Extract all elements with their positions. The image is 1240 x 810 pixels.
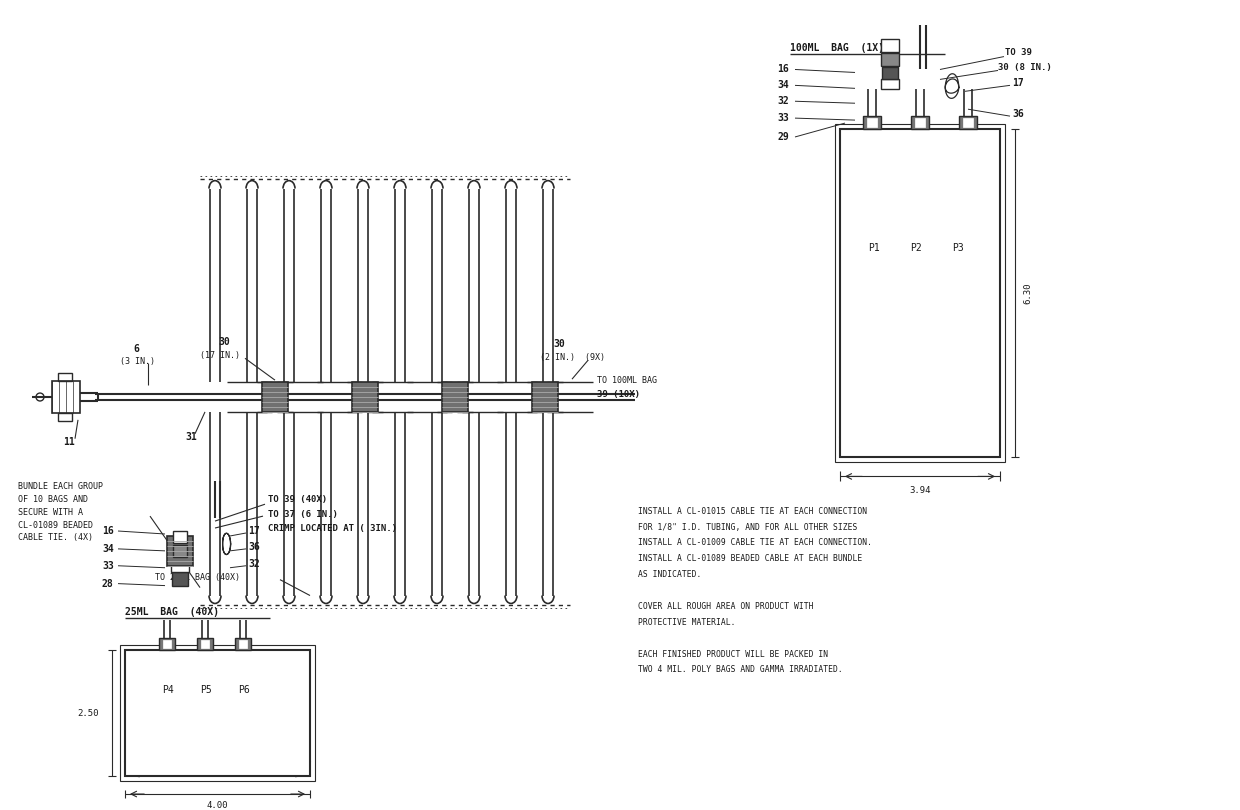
- Text: P1: P1: [868, 243, 879, 254]
- Text: 30 (8 IN.): 30 (8 IN.): [998, 63, 1052, 72]
- Bar: [441, 382, 467, 412]
- Text: 4.00: 4.00: [206, 801, 228, 810]
- Text: (17 IN.): (17 IN.): [200, 351, 241, 360]
- Text: 34: 34: [102, 544, 114, 554]
- Text: FOR 1/8" I.D. TUBING, AND FOR ALL OTHER SIZES: FOR 1/8" I.D. TUBING, AND FOR ALL OTHER …: [639, 522, 857, 531]
- Bar: [352, 382, 378, 412]
- Bar: [835, 124, 1004, 462]
- Text: OF 10 BAGS AND: OF 10 BAGS AND: [19, 495, 88, 504]
- Text: 11: 11: [63, 437, 74, 446]
- Text: (3 IN.): (3 IN.): [120, 356, 155, 366]
- Bar: [880, 79, 899, 89]
- Text: 31: 31: [185, 432, 197, 441]
- Text: EACH FINISHED PRODUCT WILL BE PACKED IN: EACH FINISHED PRODUCT WILL BE PACKED IN: [639, 650, 828, 659]
- Bar: [197, 638, 213, 650]
- Bar: [880, 39, 899, 52]
- Text: 36: 36: [248, 542, 259, 552]
- Text: P5: P5: [200, 684, 212, 695]
- Text: 28: 28: [102, 578, 114, 589]
- Bar: [239, 640, 247, 648]
- Text: P2: P2: [910, 243, 921, 254]
- Text: 34: 34: [777, 80, 789, 91]
- Bar: [839, 129, 999, 457]
- Circle shape: [36, 393, 43, 401]
- Text: 17: 17: [248, 526, 259, 536]
- Bar: [125, 650, 310, 776]
- Text: 30: 30: [553, 339, 564, 349]
- Bar: [867, 118, 877, 127]
- Bar: [58, 413, 72, 421]
- Text: 3.94: 3.94: [909, 486, 931, 495]
- Bar: [162, 640, 171, 648]
- Text: 32: 32: [248, 559, 259, 569]
- Bar: [882, 66, 898, 79]
- Text: PROTECTIVE MATERIAL.: PROTECTIVE MATERIAL.: [639, 618, 735, 627]
- Text: CL-01089 BEADED: CL-01089 BEADED: [19, 521, 93, 530]
- Text: P4: P4: [162, 684, 174, 695]
- Bar: [236, 638, 250, 650]
- Text: 36: 36: [1012, 109, 1024, 119]
- Bar: [880, 53, 899, 66]
- Bar: [172, 572, 188, 586]
- Bar: [863, 116, 880, 129]
- Text: INSTALL A CL-01009 CABLE TIE AT EACH CONNECTION.: INSTALL A CL-01009 CABLE TIE AT EACH CON…: [639, 539, 872, 548]
- Bar: [963, 118, 973, 127]
- Bar: [911, 116, 929, 129]
- Text: CABLE TIE. (4X): CABLE TIE. (4X): [19, 534, 93, 543]
- Text: 29: 29: [777, 132, 789, 142]
- Text: TO 39: TO 39: [1004, 48, 1032, 57]
- Bar: [201, 640, 210, 648]
- Text: COVER ALL ROUGH AREA ON PRODUCT WITH: COVER ALL ROUGH AREA ON PRODUCT WITH: [639, 602, 813, 611]
- Text: INSTALL A CL-01015 CABLE TIE AT EACH CONNECTION: INSTALL A CL-01015 CABLE TIE AT EACH CON…: [639, 507, 867, 516]
- Bar: [167, 536, 193, 565]
- Text: TO 25ML BAG (40X): TO 25ML BAG (40X): [155, 573, 241, 582]
- Text: 32: 32: [777, 96, 789, 106]
- Text: SECURE WITH A: SECURE WITH A: [19, 508, 83, 517]
- Text: 33: 33: [102, 561, 114, 571]
- Text: TO 100ML BAG: TO 100ML BAG: [596, 376, 657, 385]
- Text: (2 IN.)  (9X): (2 IN.) (9X): [539, 353, 605, 362]
- Bar: [262, 382, 288, 412]
- Text: P6: P6: [238, 684, 249, 695]
- Bar: [120, 645, 315, 781]
- Text: 39 (10X): 39 (10X): [596, 390, 640, 399]
- Bar: [959, 116, 977, 129]
- Bar: [52, 382, 81, 413]
- Text: TWO 4 MIL. POLY BAGS AND GAMMA IRRADIATED.: TWO 4 MIL. POLY BAGS AND GAMMA IRRADIATE…: [639, 666, 843, 675]
- Bar: [915, 118, 925, 127]
- Text: 16: 16: [777, 65, 789, 75]
- Text: 30: 30: [218, 338, 229, 347]
- Text: BUNDLE EACH GROUP: BUNDLE EACH GROUP: [19, 482, 103, 491]
- Bar: [174, 545, 187, 556]
- Text: 6.30: 6.30: [1023, 282, 1033, 304]
- Text: 100ML  BAG  (1X): 100ML BAG (1X): [790, 43, 884, 53]
- Text: 16: 16: [102, 526, 114, 536]
- Bar: [171, 558, 188, 572]
- Text: INSTALL A CL-01089 BEADED CABLE AT EACH BUNDLE: INSTALL A CL-01089 BEADED CABLE AT EACH …: [639, 554, 862, 563]
- Text: TO 39 (40X): TO 39 (40X): [268, 495, 327, 504]
- Text: 2.50: 2.50: [77, 709, 99, 718]
- Bar: [174, 531, 187, 543]
- Text: CRIMP LOCATED AT ( 3IN.): CRIMP LOCATED AT ( 3IN.): [268, 523, 397, 532]
- Text: AS INDICATED.: AS INDICATED.: [639, 570, 702, 579]
- Text: 33: 33: [777, 113, 789, 123]
- Text: 25ML  BAG  (40X): 25ML BAG (40X): [125, 608, 219, 617]
- Text: 6: 6: [133, 344, 139, 355]
- Text: TO 37 (6 IN.): TO 37 (6 IN.): [268, 509, 337, 518]
- Bar: [159, 638, 175, 650]
- Text: P3: P3: [952, 243, 963, 254]
- Text: 17: 17: [1012, 79, 1024, 88]
- Bar: [532, 382, 558, 412]
- Bar: [58, 373, 72, 382]
